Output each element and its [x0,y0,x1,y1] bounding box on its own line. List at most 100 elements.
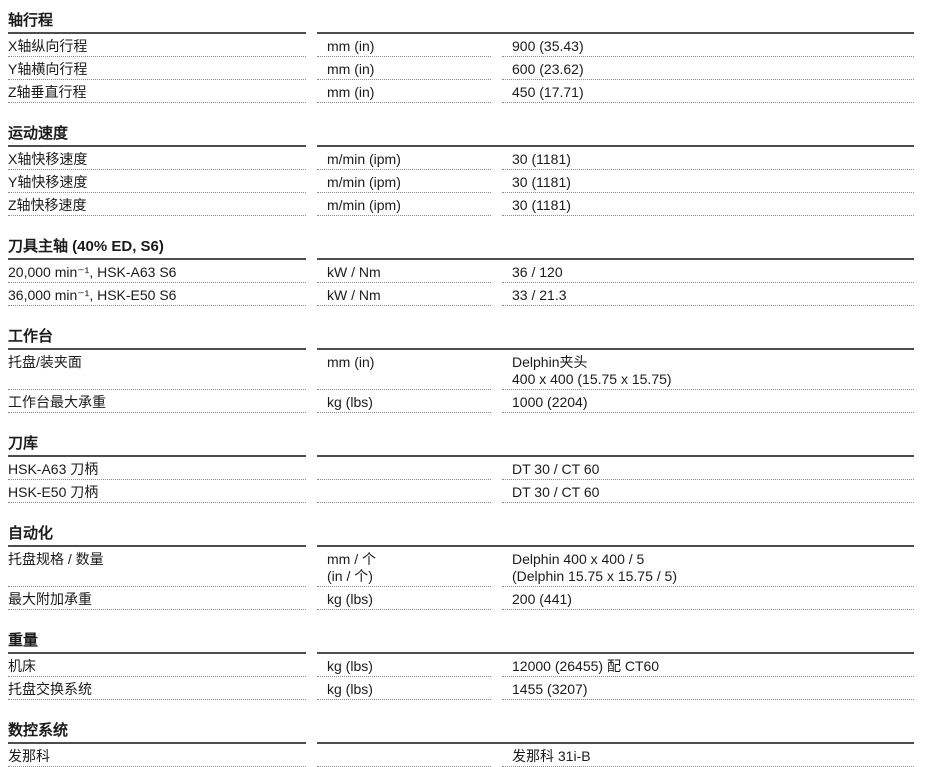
table-row: Y轴横向行程 mm (in) 600 (23.62) [8,57,914,80]
row-value: 12000 (26455) 配 CT60 [502,654,914,677]
table-row: 工作台最大承重 kg (lbs) 1000 (2204) [8,390,914,413]
row-label: X轴纵向行程 [8,34,306,57]
section-rule [317,632,914,654]
section-title: 自动化 [8,525,306,547]
section-header: 重量 [8,632,914,654]
table-row: 36,000 min⁻¹, HSK-E50 S6 kW / Nm 33 / 21.3 [8,283,914,306]
row-unit: mm / 个 (in / 个) [317,547,491,587]
row-value: 900 (35.43) [502,34,914,57]
row-label: 托盘交换系统 [8,677,306,700]
row-label: Y轴横向行程 [8,57,306,80]
row-value: 1000 (2204) [502,390,914,413]
table-row: 托盘规格 / 数量 mm / 个 (in / 个) Delphin 400 x 40… [8,547,914,587]
table-row: 20,000 min⁻¹, HSK-A63 S6 kW / Nm 36 / 120 [8,260,914,283]
section-rule [317,238,914,260]
row-value: 1455 (3207) [502,677,914,700]
section-rule [317,328,914,350]
spec-section: 数控系统 发那科 发那科 31i-B [8,722,914,767]
row-label: 机床 [8,654,306,677]
table-row: Y轴快移速度 m/min (ipm) 30 (1181) [8,170,914,193]
row-unit: m/min (ipm) [317,170,491,193]
spec-section: 工作台 托盘/装夹面 mm (in) Delphin夹头 400 x 400 (15.… [8,328,914,413]
table-row: 托盘交换系统 kg (lbs) 1455 (3207) [8,677,914,700]
row-label: 托盘/装夹面 [8,350,306,390]
section-title: 刀具主轴 (40% ED, S6) [8,238,306,260]
table-row: 机床 kg (lbs) 12000 (26455) 配 CT60 [8,654,914,677]
spec-section: 刀具主轴 (40% ED, S6) 20,000 min⁻¹, HSK-A63 S… [8,238,914,306]
section-title: 数控系统 [8,722,306,744]
section-header: 轴行程 [8,12,914,34]
row-label: Z轴垂直行程 [8,80,306,103]
row-unit [317,480,491,503]
section-header: 数控系统 [8,722,914,744]
section-header: 运动速度 [8,125,914,147]
row-unit: kW / Nm [317,283,491,306]
section-title: 工作台 [8,328,306,350]
table-row: 最大附加承重 kg (lbs) 200 (441) [8,587,914,610]
row-unit: kg (lbs) [317,390,491,413]
row-value: 30 (1181) [502,170,914,193]
row-unit [317,744,491,767]
row-label: 最大附加承重 [8,587,306,610]
table-row: Z轴快移速度 m/min (ipm) 30 (1181) [8,193,914,216]
row-label: 工作台最大承重 [8,390,306,413]
table-row: HSK-E50 刀柄 DT 30 / CT 60 [8,480,914,503]
row-value: 200 (441) [502,587,914,610]
row-value: 600 (23.62) [502,57,914,80]
row-label: 36,000 min⁻¹, HSK-E50 S6 [8,283,306,306]
row-unit: m/min (ipm) [317,193,491,216]
table-row: X轴快移速度 m/min (ipm) 30 (1181) [8,147,914,170]
table-row: 托盘/装夹面 mm (in) Delphin夹头 400 x 400 (15.75 … [8,350,914,390]
row-label: HSK-A63 刀柄 [8,457,306,480]
row-label: HSK-E50 刀柄 [8,480,306,503]
section-header: 刀库 [8,435,914,457]
spec-section: 轴行程 X轴纵向行程 mm (in) 900 (35.43) Y轴横向行程 mm (in)… [8,12,914,103]
row-value: 发那科 31i-B [502,744,914,767]
row-value: 33 / 21.3 [502,283,914,306]
section-title: 重量 [8,632,306,654]
section-header: 自动化 [8,525,914,547]
row-value: DT 30 / CT 60 [502,457,914,480]
row-unit: kW / Nm [317,260,491,283]
section-title: 运动速度 [8,125,306,147]
row-label: X轴快移速度 [8,147,306,170]
row-label: Z轴快移速度 [8,193,306,216]
section-rule [317,12,914,34]
row-unit: mm (in) [317,80,491,103]
row-value: 30 (1181) [502,147,914,170]
section-title: 轴行程 [8,12,306,34]
table-row: Z轴垂直行程 mm (in) 450 (17.71) [8,80,914,103]
section-header: 刀具主轴 (40% ED, S6) [8,238,914,260]
section-rule [317,125,914,147]
row-value: DT 30 / CT 60 [502,480,914,503]
row-unit: kg (lbs) [317,654,491,677]
row-unit [317,457,491,480]
table-row: HSK-A63 刀柄 DT 30 / CT 60 [8,457,914,480]
row-unit: m/min (ipm) [317,147,491,170]
row-unit: mm (in) [317,57,491,80]
section-header: 工作台 [8,328,914,350]
spec-section: 重量 机床 kg (lbs) 12000 (26455) 配 CT60 托盘交换系统 kg… [8,632,914,700]
row-value: 36 / 120 [502,260,914,283]
row-value: Delphin 400 x 400 / 5 (Delphin 15.75 x 1… [502,547,914,587]
table-row: X轴纵向行程 mm (in) 900 (35.43) [8,34,914,57]
row-value: Delphin夹头 400 x 400 (15.75 x 15.75) [502,350,914,390]
table-row: 发那科 发那科 31i-B [8,744,914,767]
row-value: 30 (1181) [502,193,914,216]
section-rule [317,435,914,457]
section-rule [317,722,914,744]
row-value: 450 (17.71) [502,80,914,103]
row-unit: kg (lbs) [317,587,491,610]
row-unit: mm (in) [317,350,491,390]
spec-section: 自动化 托盘规格 / 数量 mm / 个 (in / 个) Delphin 400 x… [8,525,914,610]
spec-section: 刀库 HSK-A63 刀柄 DT 30 / CT 60 HSK-E50 刀柄 DT 30… [8,435,914,503]
row-label: 发那科 [8,744,306,767]
spec-section: 运动速度 X轴快移速度 m/min (ipm) 30 (1181) Y轴快移速度 m/mi… [8,125,914,216]
row-label: 托盘规格 / 数量 [8,547,306,587]
row-label: Y轴快移速度 [8,170,306,193]
section-rule [317,525,914,547]
section-title: 刀库 [8,435,306,457]
row-unit: mm (in) [317,34,491,57]
row-label: 20,000 min⁻¹, HSK-A63 S6 [8,260,306,283]
